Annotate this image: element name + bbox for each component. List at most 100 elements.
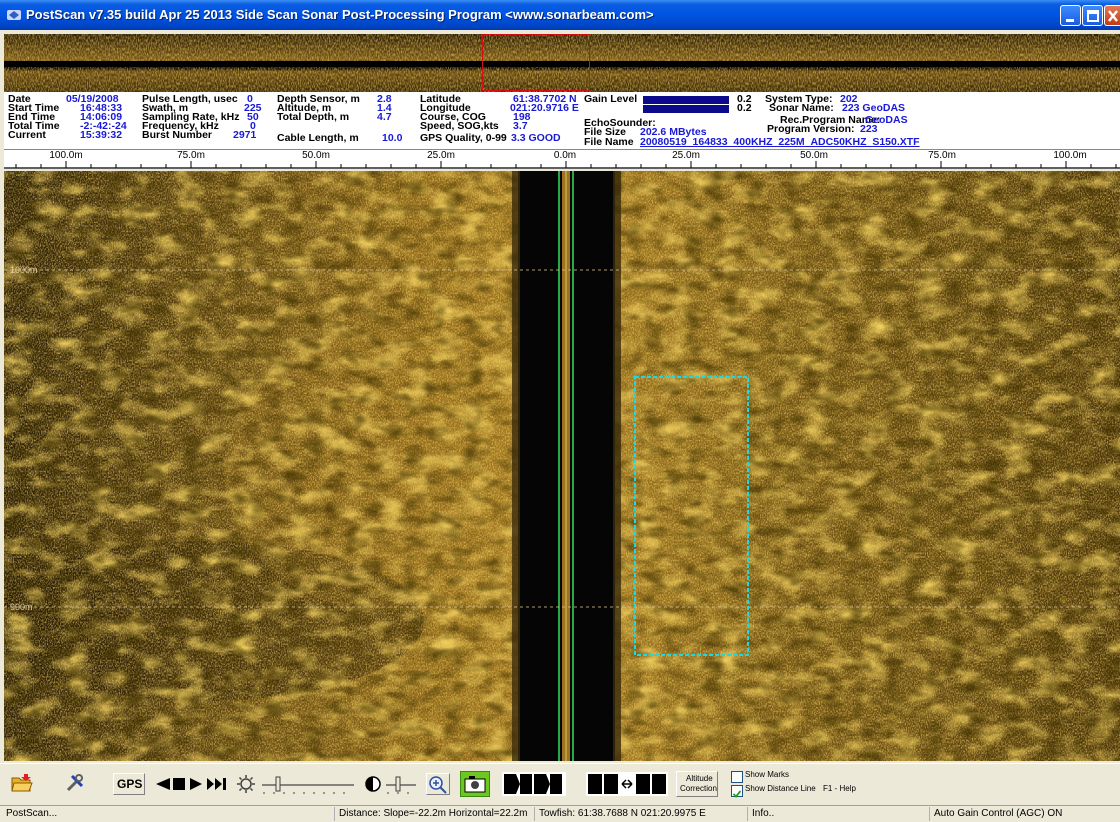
open-file-button[interactable] — [10, 772, 34, 794]
altitude-correction-label-1: Altitude — [686, 774, 713, 783]
ruler-label: 0.0m — [553, 150, 577, 161]
checkmark-icon — [732, 790, 742, 798]
brightness-icon — [237, 775, 255, 793]
burst-number-value: 2971 — [233, 129, 257, 141]
latitude-value: 61:38.7702 N — [513, 93, 577, 105]
contrast-slider[interactable] — [384, 774, 418, 796]
swath-value: 225 — [244, 102, 262, 114]
settings-button[interactable] — [64, 772, 86, 794]
play-icon[interactable] — [188, 777, 204, 791]
rewind-icon[interactable] — [152, 777, 172, 791]
range-ruler: 100.0m 75.0m 50.0m 25.0m 0.0m 25.0m 50.0… — [4, 149, 1120, 169]
system-type-label: System Type: — [765, 93, 833, 105]
altitude-value: 1.4 — [377, 102, 392, 114]
rec-program-label: Rec.Program Name: — [780, 114, 881, 126]
program-version-label: Program Version: — [767, 123, 855, 135]
window-title: PostScan v7.35 build Apr 25 2013 Side Sc… — [26, 7, 654, 22]
frequency-value: 0 — [250, 120, 256, 132]
cable-length-value: 10.0 — [382, 132, 403, 144]
total-time-value: -2:-42:-24 — [80, 120, 127, 132]
latitude-label: Latitude — [420, 93, 461, 105]
zoom-in-button[interactable] — [426, 773, 450, 795]
start-time-value: 16:48:33 — [80, 102, 123, 114]
overview-image — [4, 34, 1120, 92]
overview-viewport-frame[interactable] — [482, 34, 590, 91]
swath-label: Swath, m — [142, 102, 189, 114]
gps-button[interactable]: GPS — [113, 773, 145, 795]
ruler-label: 50.0m — [302, 150, 330, 161]
show-distance-line-label: Show Distance Line — [745, 784, 816, 793]
zoom-in-icon — [429, 776, 447, 794]
palette-invert-button[interactable] — [502, 772, 566, 796]
brightness-slider[interactable] — [260, 774, 356, 796]
ruler-label: 100.0m — [49, 150, 83, 161]
total-depth-label: Total Depth, m — [277, 111, 350, 123]
longitude-label: Longitude — [420, 102, 471, 114]
speed-value: 3.7 — [513, 120, 528, 132]
maximize-icon — [1087, 10, 1099, 22]
help-hint: F1 - Help — [823, 784, 856, 793]
end-time-label: End Time — [8, 111, 56, 123]
status-info: Info.. — [747, 807, 929, 821]
gain-level-bar-1 — [643, 96, 729, 104]
longitude-value: 021:20.9716 E — [510, 102, 579, 114]
gain-level-bar-2 — [643, 105, 729, 113]
camera-icon — [464, 776, 486, 793]
ruler-label: 75.0m — [177, 150, 205, 161]
file-size-label: File Size — [584, 126, 627, 138]
selection-box[interactable] — [635, 377, 748, 655]
program-version-value: 223 — [860, 123, 878, 135]
altitude-label: Altitude, m — [277, 102, 332, 114]
gain-level-value-2: 0.2 — [737, 102, 752, 114]
course-label: Course, COG — [420, 111, 486, 123]
status-app: PostScan... — [6, 808, 58, 819]
file-size-value: 202.6 MBytes — [640, 126, 707, 138]
ruler-ticks — [15, 161, 1117, 168]
system-type-value: 202 — [840, 93, 858, 105]
toolbar: GPS Altitude Correction Show Marks Show … — [0, 763, 1120, 805]
altitude-correction-button[interactable]: Altitude Correction — [676, 771, 718, 797]
status-bar: PostScan... Distance: Slope=-22.2m Horiz… — [0, 805, 1120, 822]
echosounder-label: EchoSounder: — [584, 117, 656, 129]
date-value: 05/19/2008 — [66, 93, 119, 105]
snapshot-button[interactable] — [460, 771, 490, 797]
sonar-overview-strip[interactable] — [4, 34, 1120, 92]
close-button[interactable] — [1104, 5, 1120, 26]
depth-sensor-value: 2.8 — [377, 93, 392, 105]
show-marks-label: Show Marks — [745, 770, 790, 779]
sonar-name-value: 223 GeoDAS — [842, 102, 906, 114]
burst-number-label: Burst Number — [142, 129, 213, 141]
cable-length-label: Cable Length, m — [277, 132, 359, 144]
current-time-value: 15:39:32 — [80, 129, 123, 141]
show-marks-checkbox[interactable] — [731, 771, 743, 783]
slant-range-correction-button[interactable] — [586, 772, 668, 796]
sampling-rate-value: 50 — [247, 111, 259, 123]
end-time-value: 14:06:09 — [80, 111, 123, 123]
range-mark-900m: 900m — [10, 602, 33, 612]
ruler-label: 50.0m — [800, 150, 828, 161]
pulse-length-value: 0 — [247, 93, 253, 105]
app-icon — [7, 10, 21, 20]
sonar-waterfall-view[interactable]: 1000m 900m — [4, 171, 1120, 761]
title-bar[interactable]: PostScan v7.35 build Apr 25 2013 Side Sc… — [0, 0, 1120, 30]
show-distance-line-checkbox[interactable] — [731, 785, 743, 798]
gain-level-label: Gain Level — [584, 93, 638, 105]
date-label: Date — [8, 93, 31, 105]
fast-forward-end-icon[interactable] — [206, 777, 228, 791]
gps-button-label: GPS — [117, 777, 143, 791]
close-icon — [1108, 10, 1118, 22]
speed-label: Speed, SOG,kts — [420, 120, 499, 132]
gps-quality-value: 3.3 GOOD — [511, 132, 561, 144]
pulse-length-label: Pulse Length, usec — [142, 93, 238, 105]
depth-sensor-label: Depth Sensor, m — [277, 93, 360, 105]
ruler-label: 25.0m — [672, 150, 700, 161]
gain-level-value-1: 0.2 — [737, 93, 752, 105]
rec-program-value: GeoDAS — [865, 114, 908, 126]
range-mark-1000m: 1000m — [10, 265, 38, 275]
stop-icon[interactable] — [172, 777, 186, 791]
maximize-button[interactable] — [1082, 5, 1103, 26]
minimize-button[interactable] — [1060, 5, 1081, 26]
course-value: 198 — [513, 111, 531, 123]
current-time-label: Current — [8, 129, 46, 141]
tools-icon — [66, 774, 84, 792]
